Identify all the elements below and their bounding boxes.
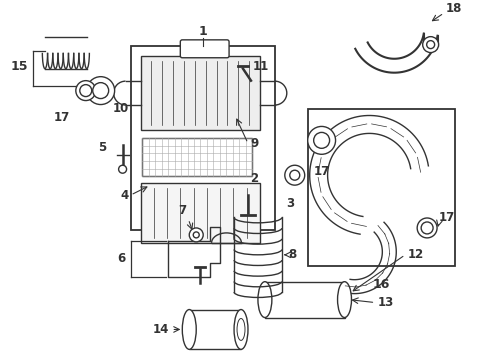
Bar [189, 310, 241, 349]
Ellipse shape [258, 282, 272, 318]
FancyBboxPatch shape [180, 40, 229, 58]
Text: 6: 6 [117, 252, 125, 265]
Bar [265, 282, 344, 318]
Circle shape [308, 126, 336, 154]
Circle shape [427, 41, 435, 49]
Text: 2: 2 [250, 172, 258, 185]
Text: 1: 1 [198, 25, 207, 38]
Text: 3: 3 [286, 197, 294, 210]
Circle shape [189, 228, 203, 242]
Ellipse shape [338, 282, 351, 318]
Circle shape [290, 170, 300, 180]
Circle shape [285, 165, 305, 185]
Text: 5: 5 [98, 141, 107, 154]
Text: 4: 4 [121, 189, 128, 202]
Bar [308, 108, 455, 266]
Text: 16: 16 [373, 278, 390, 291]
Circle shape [193, 232, 199, 238]
Text: 12: 12 [407, 248, 423, 261]
Text: 10: 10 [112, 102, 128, 115]
Bar [130, 46, 275, 230]
Text: 17: 17 [439, 211, 455, 225]
Text: 17: 17 [314, 165, 330, 178]
Text: 9: 9 [250, 137, 258, 150]
Text: 14: 14 [153, 323, 170, 336]
Text: 8: 8 [288, 248, 296, 261]
Circle shape [421, 222, 433, 234]
Bar [143, 138, 252, 176]
Text: 7: 7 [178, 204, 187, 217]
Text: 11: 11 [253, 60, 269, 73]
Circle shape [93, 83, 109, 99]
Text: 18: 18 [446, 3, 463, 15]
Circle shape [119, 165, 126, 173]
Text: 17: 17 [53, 111, 70, 123]
Circle shape [417, 218, 437, 238]
Text: 15: 15 [11, 60, 28, 73]
Circle shape [76, 81, 96, 100]
Ellipse shape [234, 310, 248, 349]
Text: 13: 13 [377, 296, 393, 309]
Circle shape [80, 85, 92, 96]
Ellipse shape [237, 319, 245, 341]
Bar [141, 183, 260, 243]
Circle shape [314, 132, 330, 148]
Ellipse shape [182, 310, 196, 349]
Circle shape [423, 37, 439, 53]
Circle shape [87, 77, 115, 104]
Bar [141, 56, 260, 130]
